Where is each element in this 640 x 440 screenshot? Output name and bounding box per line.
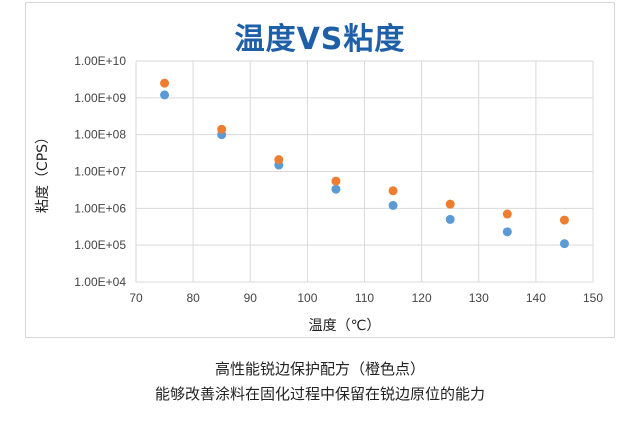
x-tick-label: 90: [244, 291, 258, 305]
x-axis-label: 温度（℃）: [309, 318, 381, 334]
x-tick-labels: 70 80 90 100 110 120 130 140 150: [129, 291, 603, 305]
grid-lines: [135, 60, 594, 283]
data-point-series-1: [331, 184, 341, 194]
data-point-series-1: [160, 90, 170, 100]
data-point-series-2: [559, 215, 569, 225]
x-tick-label: 70: [129, 291, 143, 305]
x-tick-label: 150: [583, 291, 603, 305]
caption-line-1: 高性能锐边保护配方（橙色点）: [214, 360, 425, 378]
data-point-series-2: [388, 186, 398, 196]
caption-line-2: 能够改善涂料在固化过程中保留在锐边原位的能力: [154, 385, 485, 403]
chart-title: 温度VS粘度: [234, 22, 406, 57]
data-point-series-2: [160, 78, 170, 88]
x-tick-label: 120: [412, 291, 432, 305]
data-point-series-2: [331, 176, 341, 186]
x-tick-label: 100: [297, 291, 317, 305]
data-point-series-2: [274, 155, 284, 165]
y-tick-label: 1.00E+04: [74, 275, 126, 289]
y-tick-label: 1.00E+05: [74, 238, 126, 252]
data-point-series-2: [217, 124, 227, 134]
y-tick-label: 1.00E+07: [74, 165, 126, 179]
data-point-series-2: [445, 199, 455, 209]
y-tick-label: 1.00E+06: [74, 201, 126, 215]
y-tick-label: 1.00E+10: [74, 54, 126, 68]
scatter-plot: 1.00E+04 1.00E+05 1.00E+06 1.00E+07 1.00E+08…: [35, 54, 603, 334]
data-point-series-1: [445, 214, 455, 224]
y-axis-label: 粘度（CPS）: [35, 130, 51, 213]
y-tick-label: 1.00E+08: [74, 128, 126, 142]
x-tick-label: 80: [186, 291, 200, 305]
y-tick-label: 1.00E+09: [74, 91, 126, 105]
data-points: [160, 78, 569, 249]
x-tick-label: 130: [469, 291, 489, 305]
x-tick-label: 110: [355, 291, 374, 305]
y-tick-labels: 1.00E+04 1.00E+05 1.00E+06 1.00E+07 1.00E+08…: [74, 54, 126, 289]
data-point-series-1: [559, 239, 569, 249]
data-point-series-1: [502, 227, 512, 237]
x-tick-label: 140: [526, 291, 546, 305]
data-point-series-1: [388, 200, 398, 210]
data-point-series-2: [502, 209, 512, 219]
